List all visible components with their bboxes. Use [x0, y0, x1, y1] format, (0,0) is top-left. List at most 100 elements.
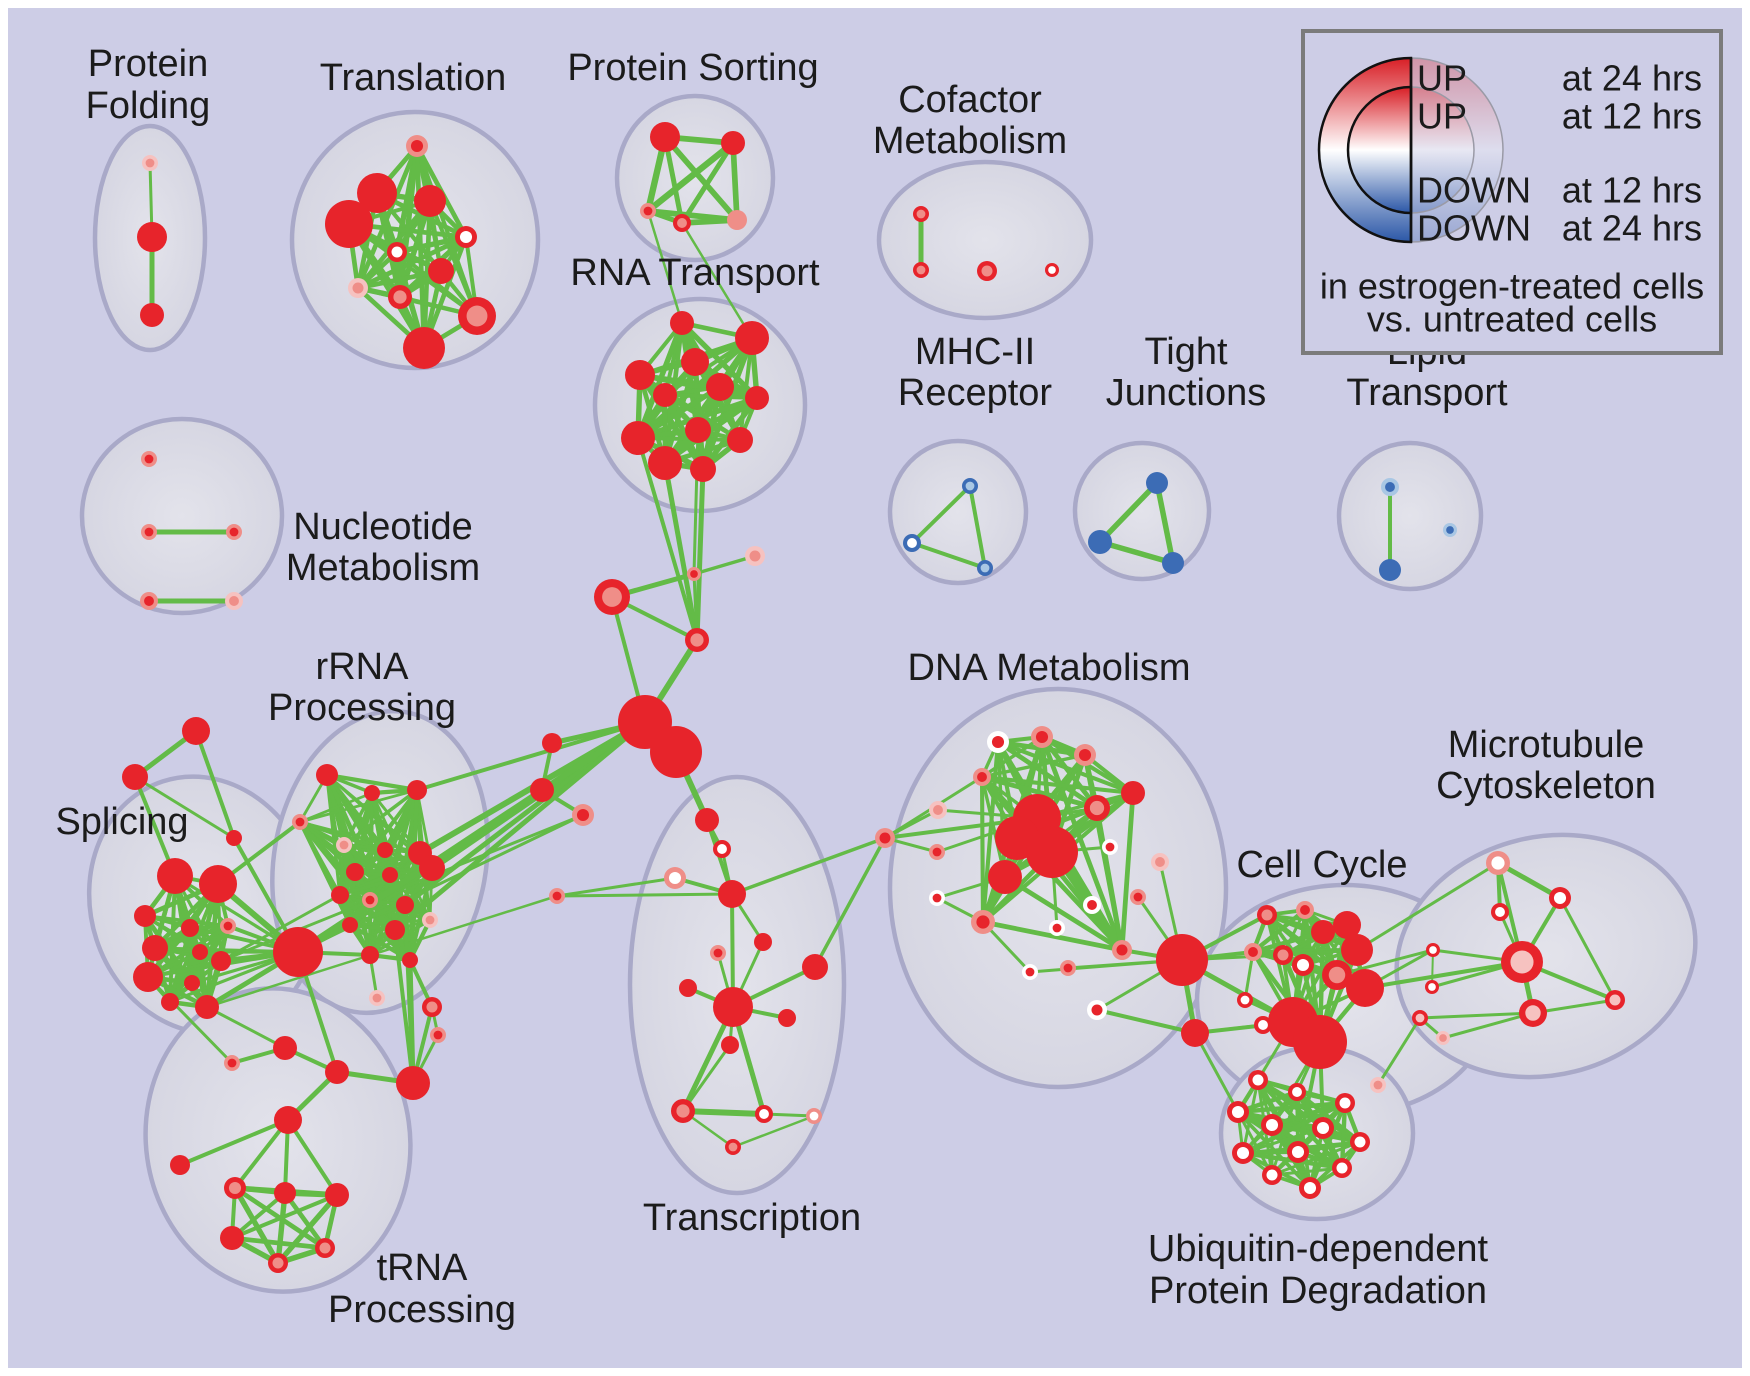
gene-node: [735, 321, 769, 355]
interaction-edge: [663, 393, 742, 442]
gene-node: [140, 303, 164, 327]
interaction-edge: [1269, 1100, 1348, 1178]
gene-node: [157, 858, 193, 894]
interaction-edge: [298, 788, 419, 824]
interaction-edge: [692, 554, 757, 576]
gene-node: [325, 1060, 349, 1084]
cluster-label: Splicing: [55, 801, 188, 843]
gene-node: [679, 979, 697, 997]
gene-node-center: [759, 1109, 769, 1119]
gene-node-center: [459, 230, 473, 244]
gene-node: [170, 1155, 190, 1175]
interaction-edge: [355, 268, 444, 291]
gene-node-center: [980, 563, 990, 573]
cluster-label: MHC-II: [915, 331, 1035, 373]
gene-node: [1293, 1015, 1347, 1069]
interaction-edge: [205, 1005, 287, 1050]
gene-node: [134, 905, 156, 927]
gene-node: [396, 896, 414, 914]
gene-node-center: [1525, 1005, 1541, 1021]
gene-node: [718, 880, 746, 908]
cluster-tight-junctions: [1072, 440, 1212, 582]
gene-node-center: [1087, 900, 1097, 910]
interaction-edge: [980, 739, 1001, 925]
interaction-edge: [1558, 896, 1617, 1002]
gene-node-center: [144, 596, 154, 606]
gene-node: [181, 919, 199, 937]
gene-node: [727, 210, 747, 230]
cluster-lipid-transport: [1336, 440, 1484, 592]
gene-node: [316, 764, 338, 786]
gene-node: [226, 830, 242, 846]
legend-time-label: at 24 hrs: [1562, 58, 1702, 99]
gene-node-center: [365, 895, 375, 905]
gene-node-center: [1446, 526, 1454, 534]
gene-node-center: [1491, 856, 1505, 870]
gene-node: [530, 778, 554, 802]
gene-node-center: [1248, 947, 1258, 957]
gene-node-center: [1035, 730, 1049, 744]
cluster-label: Cytoskeleton: [1436, 765, 1656, 807]
gene-node: [721, 1036, 739, 1054]
gene-node-center: [339, 840, 349, 850]
gene-node-center: [1429, 946, 1437, 954]
gene-node-center: [916, 265, 926, 275]
gene-node-center: [1133, 892, 1143, 902]
gene-node-center: [1303, 1181, 1317, 1195]
gene-node-center: [295, 817, 305, 827]
gene-node-center: [1339, 1097, 1351, 1109]
interaction-edge: [694, 466, 706, 643]
cluster-label: RNA Transport: [570, 252, 820, 294]
gene-node: [802, 954, 828, 980]
gene-node: [1333, 911, 1361, 939]
interaction-edge: [1240, 1100, 1348, 1156]
gene-node-center: [552, 891, 562, 901]
gene-node: [273, 1036, 297, 1060]
gene-node: [407, 780, 427, 800]
interaction-edge: [1002, 874, 1125, 953]
interaction-edge: [555, 876, 677, 898]
interaction-edge: [730, 140, 740, 223]
interaction-edge: [644, 139, 737, 215]
gene-node: [274, 1182, 296, 1204]
legend-direction-label: UP: [1417, 96, 1467, 137]
gene-node: [1346, 969, 1384, 1007]
interaction-edge: [1119, 790, 1136, 953]
gene-node: [402, 952, 418, 968]
cluster-label: Receptor: [898, 372, 1053, 414]
interaction-edge: [1376, 1016, 1422, 1087]
legend-time-label: at 12 hrs: [1562, 96, 1702, 137]
gene-node: [1121, 781, 1145, 805]
gene-node: [1088, 530, 1112, 554]
gene-node: [721, 131, 745, 155]
gene-node: [621, 421, 655, 455]
legend-inner-circle-right: [1410, 86, 1475, 214]
gene-node-center: [1265, 1118, 1279, 1132]
gene-node-center: [144, 527, 154, 537]
interaction-edge: [219, 893, 342, 963]
gene-node-center: [1155, 857, 1165, 867]
interaction-edge: [1193, 1031, 1240, 1114]
interaction-edge: [282, 1190, 328, 1251]
gene-node-center: [907, 538, 917, 548]
gene-node: [385, 920, 405, 940]
gene-node: [346, 863, 364, 881]
gene-node-center: [991, 735, 1005, 749]
gene-node-center: [1553, 891, 1567, 905]
cluster-mhc-ii-receptor: [887, 438, 1029, 586]
gene-node: [650, 122, 680, 152]
gene-node: [133, 962, 163, 992]
gene-node-center: [1116, 944, 1128, 956]
gene-node-center: [1277, 949, 1289, 961]
cluster-label: rRNA: [316, 646, 410, 688]
interaction-edge: [1095, 1008, 1197, 1035]
legend-direction-label: UP: [1417, 58, 1467, 99]
gene-node-center: [976, 915, 990, 929]
gene-node-center: [879, 832, 891, 844]
gene-node-center: [1300, 905, 1310, 915]
gene-node-center: [272, 1257, 284, 1269]
gene-node: [428, 258, 454, 284]
gene-node: [542, 733, 562, 753]
interaction-edge: [646, 209, 684, 325]
gene-node-center: [145, 158, 155, 168]
